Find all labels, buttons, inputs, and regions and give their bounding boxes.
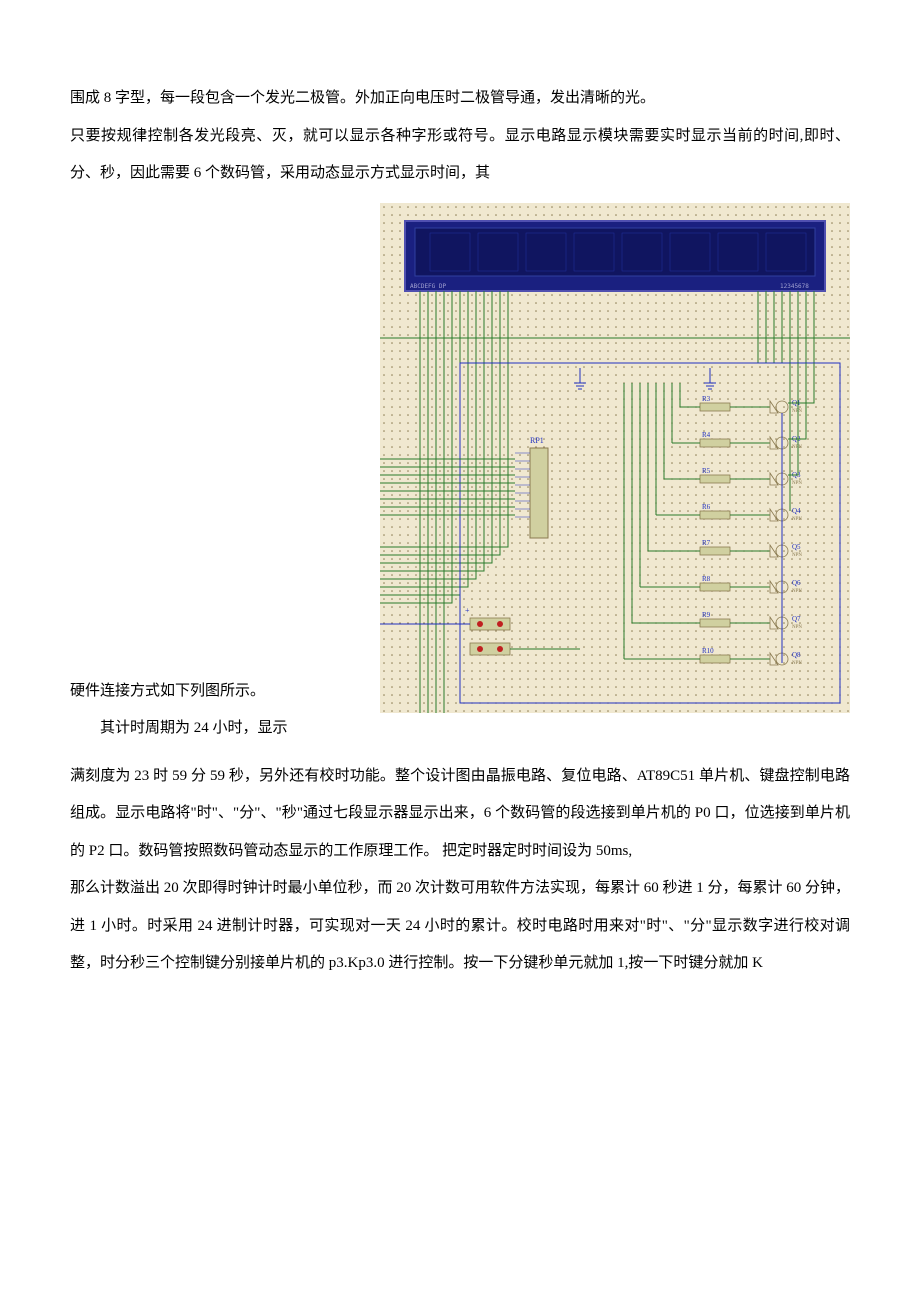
paragraph-5: 满刻度为 23 时 59 分 59 秒，另外还有校时功能。整个设计图由晶振电路、… xyxy=(70,758,850,871)
svg-text:+: + xyxy=(465,606,470,615)
svg-text:Q4: Q4 xyxy=(792,507,801,515)
svg-text:R8: R8 xyxy=(702,575,711,583)
svg-text:R7: R7 xyxy=(702,539,711,547)
svg-text:NPN: NPN xyxy=(792,517,802,522)
svg-text:R9: R9 xyxy=(702,611,711,619)
svg-text:NPN: NPN xyxy=(792,445,802,450)
paragraph-4: 其计时周期为 24 小时，显示 xyxy=(70,710,850,748)
svg-text:NPN: NPN xyxy=(792,625,802,630)
svg-text:NPN: NPN xyxy=(792,553,802,558)
svg-text:R3: R3 xyxy=(702,395,711,403)
lcd-label-left: ABCDEFG DP xyxy=(410,283,447,290)
rp1-component xyxy=(530,448,548,538)
svg-text:R6: R6 xyxy=(702,503,711,511)
svg-text:NPN: NPN xyxy=(792,409,802,414)
paragraph-6: 那么计数溢出 20 次即得时钟计时最小单位秒，而 20 次计数可用软件方法实现，… xyxy=(70,870,850,983)
lcd-label-right: 12345678 xyxy=(780,283,809,290)
svg-text:R5: R5 xyxy=(702,467,711,475)
svg-text:NPN: NPN xyxy=(792,481,802,486)
svg-text:NPN: NPN xyxy=(792,589,802,594)
svg-text:Q6: Q6 xyxy=(792,579,801,587)
rp1-label: RP1 xyxy=(530,436,544,445)
svg-text:Q5: Q5 xyxy=(792,543,801,551)
svg-text:Q8: Q8 xyxy=(792,651,801,659)
svg-text:R4: R4 xyxy=(702,431,711,439)
svg-text:R10: R10 xyxy=(702,647,714,655)
circuit-diagram: ABCDEFG DP 12345678 xyxy=(380,203,850,713)
paragraph-1: 围成 8 字型，每一段包含一个发光二极管。外加正向电压时二极管导通，发出清晰的光… xyxy=(70,80,850,118)
svg-text:NPN: NPN xyxy=(792,661,802,666)
circuit-svg: ABCDEFG DP 12345678 xyxy=(380,203,850,713)
svg-text:Q7: Q7 xyxy=(792,615,801,623)
paragraph-2: 只要按规律控制各发光段亮、灭，就可以显示各种字形或符号。显示电路显示模块需要实时… xyxy=(70,118,850,193)
